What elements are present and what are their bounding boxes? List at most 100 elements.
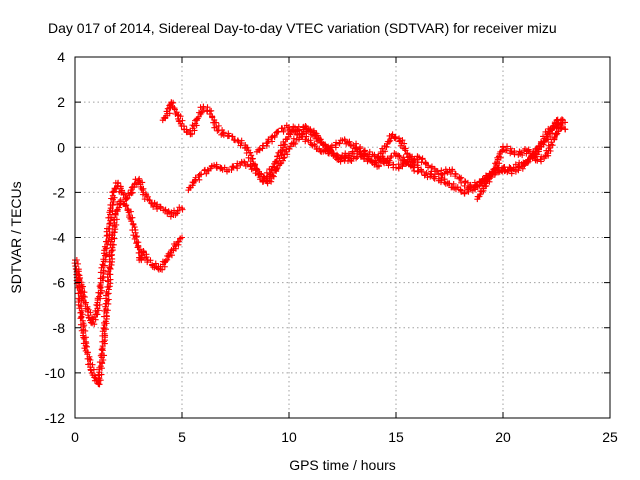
data-point [385,162,392,169]
data-point [129,220,136,227]
data-point [80,334,87,341]
data-point [249,155,256,162]
data-point [330,150,337,157]
y-tick-label: -12 [45,410,65,426]
data-point [424,174,431,181]
data-point [401,140,408,147]
data-point [549,130,556,137]
data-point [75,260,82,267]
data-point [395,164,402,171]
data-point [283,148,290,155]
data-point [328,142,335,149]
data-point [392,133,399,140]
data-point [275,128,282,135]
data-point [368,156,375,163]
x-tick-label: 15 [388,429,404,445]
y-tick-label: 2 [57,94,65,110]
y-tick-label: -10 [45,365,65,381]
data-point [387,137,394,144]
data-point [98,287,105,294]
data-point [86,355,93,362]
data-point [336,140,343,147]
y-axis-label: SDTVAR / TECUs [8,181,24,293]
x-tick-label: 10 [281,429,297,445]
data-point [555,120,562,127]
data-point [312,142,319,149]
data-point [247,149,254,156]
data-point [402,147,409,154]
data-point [101,243,108,250]
data-point [303,133,310,140]
data-point [365,153,372,160]
data-point [504,167,511,174]
data-point [122,203,129,210]
data-point [372,159,379,166]
data-point [133,240,140,247]
data-point [103,288,110,295]
data-point [211,119,218,126]
data-point [332,141,339,148]
data-point [171,106,178,113]
data-point [428,168,435,175]
data-point [322,148,329,155]
data-point [280,128,287,135]
data-point [256,171,263,178]
y-tick-label: 0 [57,139,65,155]
data-point [111,216,118,223]
data-point [503,147,510,154]
data-point [183,128,190,135]
data-point [521,161,528,168]
data-point [99,275,106,282]
data-point [143,251,150,258]
data-point [110,198,117,205]
data-point [247,162,254,169]
data-point [190,123,197,130]
data-point [174,208,181,215]
data-point [510,166,517,173]
data-point [110,241,117,248]
data-point [208,107,215,114]
data-point [334,156,341,163]
data-point [430,174,437,181]
data-point [382,148,389,155]
x-axis-label: GPS time / hours [289,457,396,473]
data-point [98,346,105,353]
data-point [189,131,196,138]
data-point [114,206,121,213]
data-point [78,297,85,304]
data-point [147,257,154,264]
data-point [303,125,310,132]
data-point [458,179,465,186]
data-point [496,160,503,167]
data-point [263,142,270,149]
data-point [166,102,173,109]
data-point [346,138,353,145]
data-point [375,153,382,160]
data-point [347,157,354,164]
data-point [192,120,199,127]
data-point [138,185,145,192]
data-point [171,105,178,112]
data-point [175,238,182,245]
data-point [214,127,221,134]
data-point [282,141,289,148]
data-point [282,136,289,143]
data-point [159,266,166,273]
data-point [292,140,299,147]
data-point [97,377,104,384]
x-tick-label: 20 [495,429,511,445]
data-point [100,256,107,263]
data-point [157,203,164,210]
data-point [209,114,216,121]
data-point [260,173,267,180]
data-point [91,374,98,381]
data-point [494,156,501,163]
data-point [90,366,97,373]
data-point [101,352,108,359]
x-tick-label: 5 [178,429,186,445]
data-point [129,183,136,190]
data-point [496,168,503,175]
data-point [197,171,204,178]
data-point [270,173,277,180]
data-point [337,158,344,165]
